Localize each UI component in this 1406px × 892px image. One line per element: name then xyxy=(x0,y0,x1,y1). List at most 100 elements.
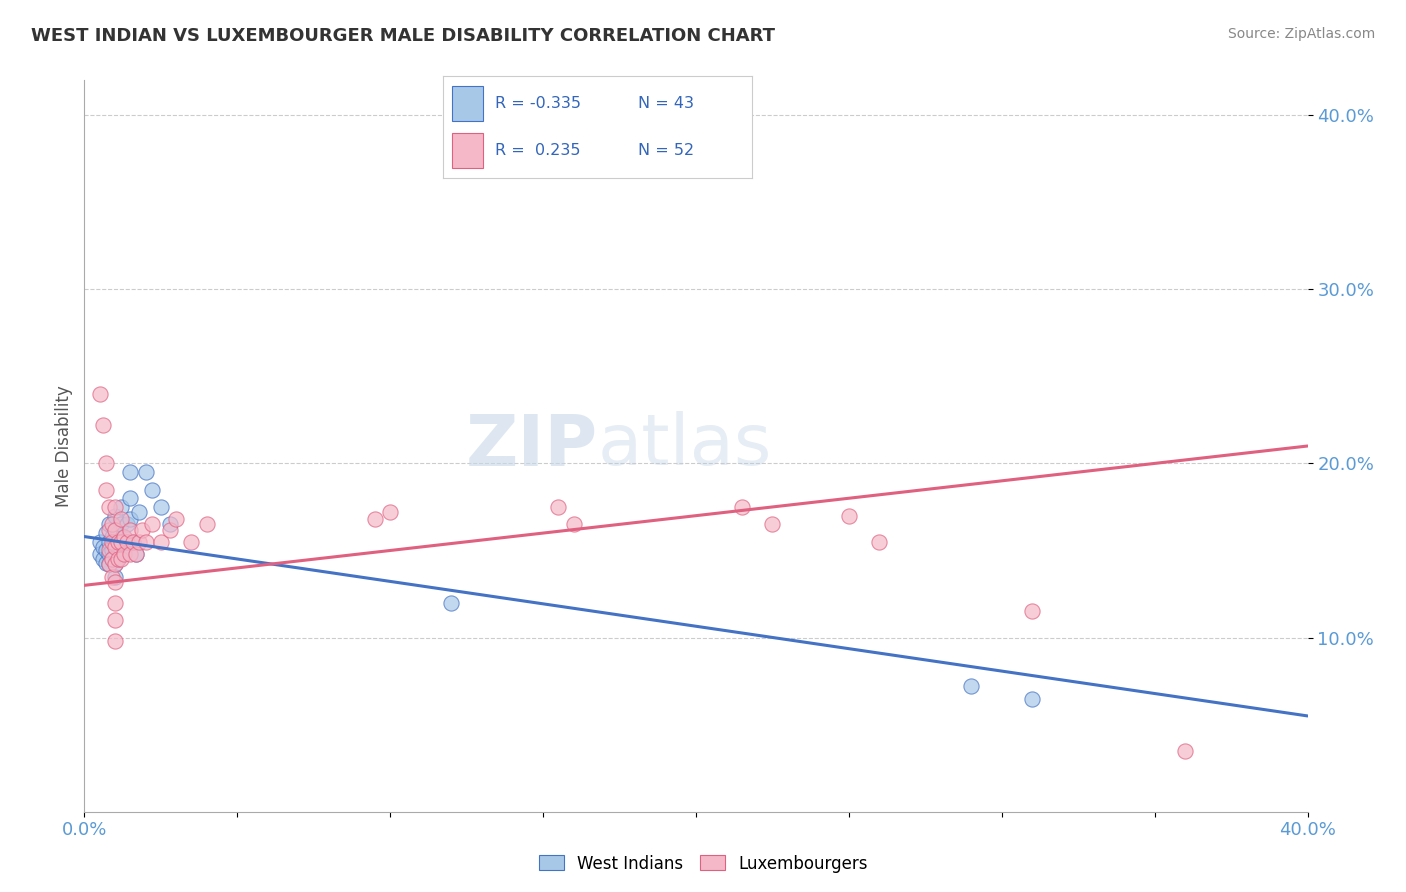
Point xyxy=(120,547,142,561)
Point xyxy=(101,534,124,549)
Point xyxy=(125,547,148,561)
Point xyxy=(104,534,127,549)
Point xyxy=(104,613,127,627)
Point xyxy=(110,534,132,549)
Point xyxy=(104,634,127,648)
Point xyxy=(110,552,132,566)
Point xyxy=(97,500,120,514)
Point xyxy=(165,512,187,526)
Point xyxy=(838,508,860,523)
Point xyxy=(120,491,142,506)
Point xyxy=(97,558,120,572)
Point xyxy=(135,465,157,479)
FancyBboxPatch shape xyxy=(453,87,484,121)
Point xyxy=(97,523,120,537)
Point xyxy=(94,483,117,497)
Point xyxy=(380,505,402,519)
Point xyxy=(104,558,127,572)
Point xyxy=(110,500,132,514)
Point xyxy=(115,517,138,532)
Y-axis label: Male Disability: Male Disability xyxy=(55,385,73,507)
Point xyxy=(97,534,120,549)
Point xyxy=(364,512,387,526)
Point xyxy=(1021,691,1043,706)
Point xyxy=(91,418,114,433)
Point xyxy=(547,500,569,514)
Point xyxy=(731,500,754,514)
Point xyxy=(104,540,127,554)
Point xyxy=(110,517,132,532)
Point xyxy=(97,547,120,561)
Point xyxy=(101,569,124,583)
Text: Source: ZipAtlas.com: Source: ZipAtlas.com xyxy=(1227,27,1375,41)
Text: N = 43: N = 43 xyxy=(638,96,693,111)
Point xyxy=(110,534,132,549)
Point xyxy=(107,534,129,549)
Point xyxy=(91,540,114,554)
Point xyxy=(128,534,150,549)
Text: atlas: atlas xyxy=(598,411,772,481)
Point xyxy=(110,512,132,526)
Text: R = -0.335: R = -0.335 xyxy=(495,96,582,111)
Point xyxy=(104,508,127,523)
Point xyxy=(89,547,111,561)
Point xyxy=(107,526,129,541)
Point xyxy=(120,465,142,479)
Point xyxy=(110,547,132,561)
Point xyxy=(101,552,124,566)
Point xyxy=(112,547,135,561)
Point xyxy=(115,534,138,549)
Point xyxy=(94,556,117,570)
Point xyxy=(761,517,783,532)
Text: ZIP: ZIP xyxy=(465,411,598,481)
Point xyxy=(1021,604,1043,618)
Point xyxy=(101,543,124,558)
Point xyxy=(440,596,463,610)
Point xyxy=(125,547,148,561)
Point xyxy=(97,543,120,558)
Text: WEST INDIAN VS LUXEMBOURGER MALE DISABILITY CORRELATION CHART: WEST INDIAN VS LUXEMBOURGER MALE DISABIL… xyxy=(31,27,775,45)
Point xyxy=(131,523,153,537)
Point xyxy=(107,552,129,566)
Point xyxy=(180,534,202,549)
Text: N = 52: N = 52 xyxy=(638,144,695,158)
Point xyxy=(128,505,150,519)
Point xyxy=(120,523,142,537)
Point xyxy=(104,523,127,537)
Point xyxy=(960,679,983,693)
Point xyxy=(141,483,163,497)
Point xyxy=(101,517,124,532)
Point xyxy=(700,108,723,122)
Point xyxy=(94,543,117,558)
Point xyxy=(1174,744,1197,758)
Point xyxy=(107,540,129,554)
Point xyxy=(91,552,114,566)
Point xyxy=(112,543,135,558)
Point xyxy=(101,552,124,566)
Point xyxy=(159,517,181,532)
Point xyxy=(104,500,127,514)
Point xyxy=(94,457,117,471)
Point xyxy=(149,500,172,514)
Point xyxy=(141,517,163,532)
Point xyxy=(562,517,585,532)
Point xyxy=(107,552,129,566)
Point xyxy=(97,558,120,572)
Point xyxy=(104,596,127,610)
Point xyxy=(149,534,172,549)
Point xyxy=(104,547,127,561)
FancyBboxPatch shape xyxy=(453,133,484,168)
Point xyxy=(101,530,124,544)
Legend: West Indians, Luxembourgers: West Indians, Luxembourgers xyxy=(531,848,875,880)
Point xyxy=(104,569,127,583)
Point xyxy=(89,386,111,401)
Point xyxy=(104,523,127,537)
Point xyxy=(104,558,127,572)
Point xyxy=(112,530,135,544)
Point xyxy=(122,534,145,549)
Point xyxy=(112,530,135,544)
Point xyxy=(195,517,218,532)
Point xyxy=(122,534,145,549)
Point xyxy=(97,517,120,532)
Point xyxy=(120,512,142,526)
